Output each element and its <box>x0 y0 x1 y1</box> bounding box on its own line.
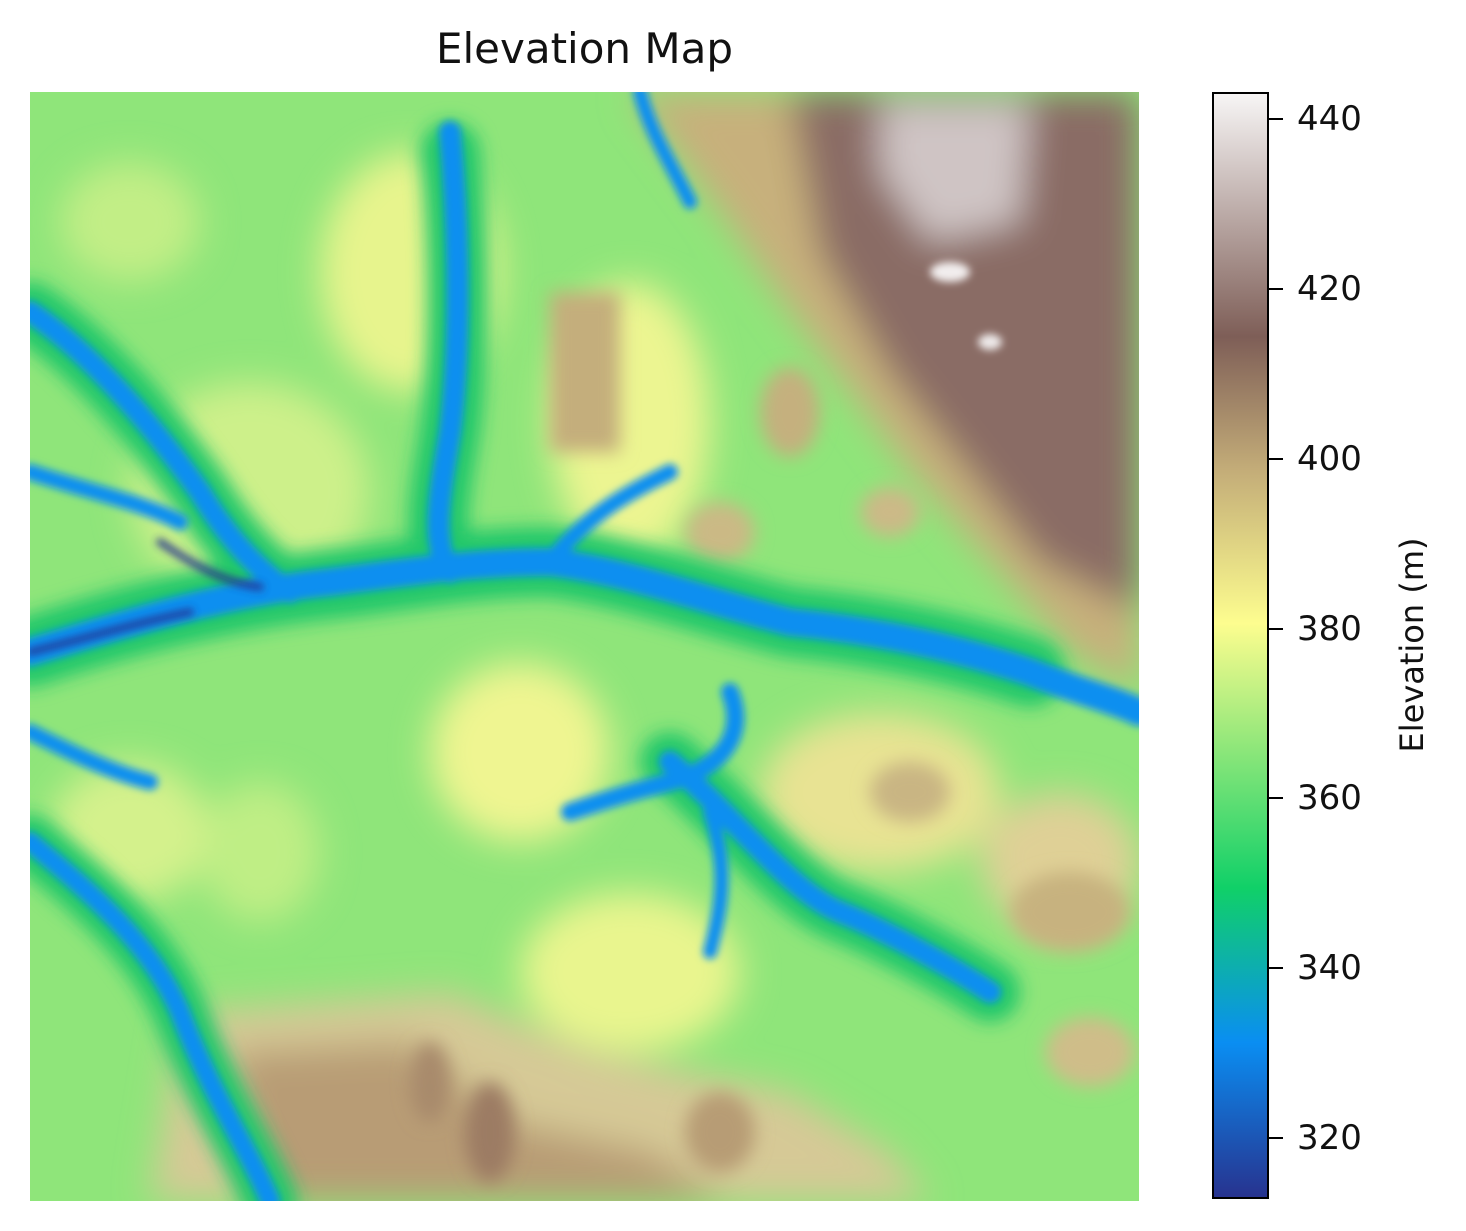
colorbar-label: Elevation (m) <box>1393 537 1431 753</box>
plateau-northeast <box>790 92 1139 612</box>
tan-patch-7 <box>465 1082 515 1182</box>
tan-patch-9 <box>410 1042 450 1122</box>
hill-9 <box>60 162 200 282</box>
light-spot-1 <box>930 262 970 282</box>
tan-patch-4 <box>860 487 920 537</box>
colorbar-tick-label: 340 <box>1297 947 1362 988</box>
hill-10 <box>200 782 320 922</box>
colorbar-tick-mark <box>1269 288 1283 291</box>
tan-patch-6 <box>1010 872 1130 952</box>
colorbar-tick-label: 440 <box>1297 99 1362 140</box>
northwest-branch <box>30 301 301 603</box>
plateau-peak <box>880 102 1030 242</box>
southwest-branch <box>30 832 280 1201</box>
light-spot-2 <box>978 334 1002 350</box>
tan-patch-8 <box>685 1092 755 1172</box>
hill-4 <box>430 662 610 842</box>
colorbar-tick-mark <box>1269 1136 1283 1139</box>
colorbar-tick-mark <box>1269 118 1283 121</box>
colorbar-tick-label: 380 <box>1297 608 1362 649</box>
tan-patch-3 <box>685 502 755 562</box>
southeast-branch <box>659 751 1001 1003</box>
north-tributary <box>633 92 697 209</box>
map-title: Elevation Map <box>435 24 734 73</box>
tan-patch-2 <box>760 367 820 457</box>
tan-patch-1 <box>550 292 620 452</box>
east-branch <box>561 683 745 821</box>
river-network <box>30 92 1139 1201</box>
colorbar-tick-mark <box>1269 797 1283 800</box>
tan-patch-5 <box>870 762 950 822</box>
colorbar-tick-mark <box>1269 457 1283 460</box>
colorbar-tick-label: 400 <box>1297 438 1362 479</box>
deep-channel-central <box>156 538 264 591</box>
hill-8 <box>520 892 740 1052</box>
north-branch <box>427 121 469 583</box>
south-branch <box>703 805 729 959</box>
deep-channel-west <box>30 608 194 656</box>
colorbar-tick-label: 360 <box>1297 778 1362 819</box>
main-channel <box>30 548 1139 726</box>
colorbar <box>1212 92 1269 1199</box>
colorbar-tick-label: 320 <box>1297 1117 1362 1158</box>
west-branch <box>30 464 188 530</box>
colorbar-tick-mark <box>1269 966 1283 969</box>
colorbar-tick-label: 420 <box>1297 269 1362 310</box>
elevation-map <box>30 92 1139 1201</box>
colorbar-tick-mark <box>1269 627 1283 630</box>
central-branch <box>542 464 678 570</box>
west-tributary <box>30 724 158 790</box>
tan-patch-10 <box>1045 1017 1135 1087</box>
